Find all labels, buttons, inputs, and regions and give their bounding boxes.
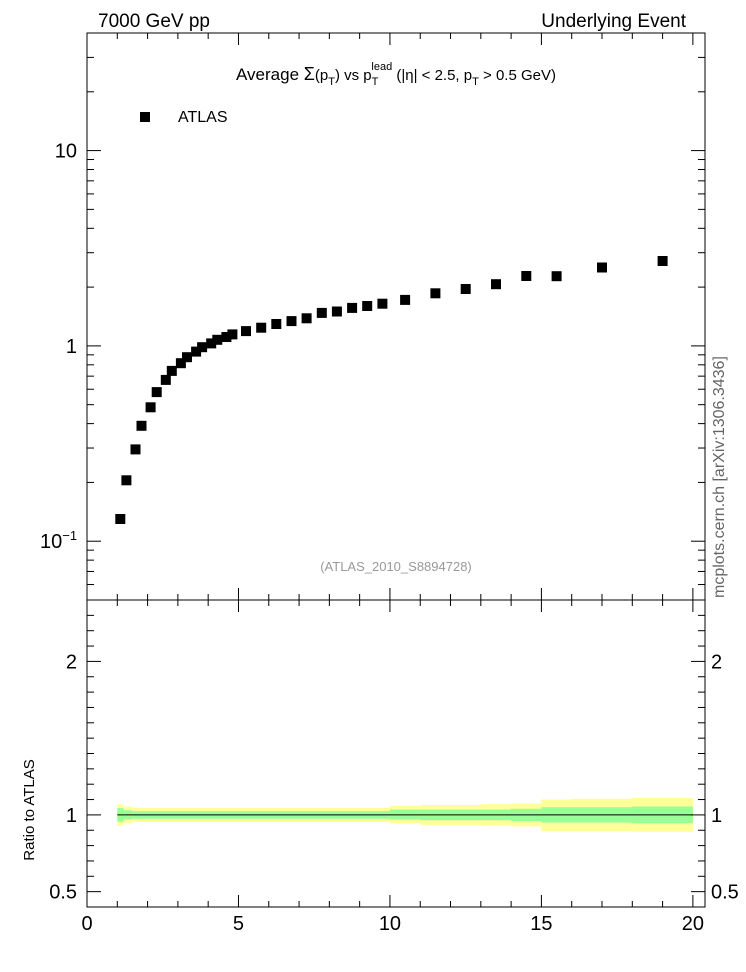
title-p1: (p	[315, 67, 328, 84]
axes	[86, 32, 706, 908]
data-point	[400, 294, 411, 305]
title-prefix: Average	[236, 65, 304, 84]
data-point	[130, 444, 141, 455]
data-point	[362, 301, 373, 311]
ratio-y-tick-label-right: 1	[711, 805, 722, 827]
title-sub3: T	[472, 76, 479, 88]
ratio-frame	[86, 599, 706, 908]
title-sigma: Σ	[304, 64, 315, 84]
ratio-y-tick-label-right: 0.5	[711, 882, 739, 904]
data-point	[136, 420, 147, 431]
title-p2: ) vs p	[335, 67, 372, 84]
data-point	[115, 514, 126, 524]
x-tick-label: 0	[81, 913, 92, 935]
legend-marker	[140, 112, 150, 122]
data-point	[182, 352, 192, 363]
tick-labels: 0 5 10 15 20 10 1 10−1 0.5 0.5 1 1 2 2	[40, 141, 739, 935]
data-point	[597, 262, 607, 273]
ratio-y-tick-label-left: 0.5	[49, 882, 77, 904]
data-point	[197, 342, 208, 353]
data-point	[301, 313, 312, 324]
ratio-y-tick-label-left: 1	[66, 805, 77, 827]
data-point	[657, 256, 668, 266]
title-p3: (|η| < 2.5, p	[392, 67, 472, 84]
data-point	[121, 475, 132, 486]
data-point	[241, 326, 251, 337]
data-point	[221, 332, 232, 342]
ratio-y-tick-label-left: 2	[66, 651, 77, 673]
title-sup2: lead	[371, 61, 392, 73]
side-label: mcplots.cern.ch [arXiv:1306.3436]	[711, 356, 728, 598]
data-point	[551, 271, 562, 282]
data-point	[347, 302, 358, 313]
chart-title: Average Σ(pT) vs pTlead (|η| < 2.5, pT >…	[236, 61, 556, 88]
data-point	[166, 365, 177, 376]
data-point	[151, 387, 162, 398]
ratio-ylabel: Ratio to ATLAS	[21, 759, 38, 860]
data-point	[227, 329, 238, 340]
data-point	[286, 316, 297, 327]
data-point	[377, 298, 388, 309]
title-p4: > 0.5 GeV)	[479, 67, 556, 84]
title-sub1: T	[328, 76, 335, 88]
header-right: Underlying Event	[541, 11, 686, 32]
x-tick-label: 5	[233, 913, 244, 935]
data-point	[521, 271, 532, 281]
y-tick-label: 10−1	[40, 528, 77, 553]
data-point	[160, 374, 171, 385]
data-point	[212, 334, 223, 345]
title-sub2: T	[372, 76, 379, 88]
x-tick-label: 10	[379, 913, 401, 935]
legend-label: ATLAS	[178, 109, 228, 126]
y-tick-label: 1	[66, 336, 77, 358]
x-tick-label: 20	[682, 913, 704, 935]
x-tick-label: 15	[530, 913, 552, 935]
analysis-id: (ATLAS_2010_S8894728)	[320, 559, 472, 574]
ratio-y-tick-label-right: 2	[711, 651, 722, 673]
data-point	[256, 322, 267, 333]
y-tick-label: 10	[55, 141, 77, 163]
data-point	[191, 346, 202, 357]
data-point	[331, 306, 342, 317]
main-markers	[115, 256, 668, 524]
data-point	[316, 307, 327, 318]
data-point	[430, 288, 441, 299]
data-point	[175, 358, 186, 369]
data-point	[206, 338, 217, 349]
data-point	[491, 279, 501, 290]
header-left: 7000 GeV pp	[98, 11, 210, 32]
data-point	[271, 319, 282, 329]
data-point	[145, 402, 156, 413]
data-point	[460, 284, 471, 294]
